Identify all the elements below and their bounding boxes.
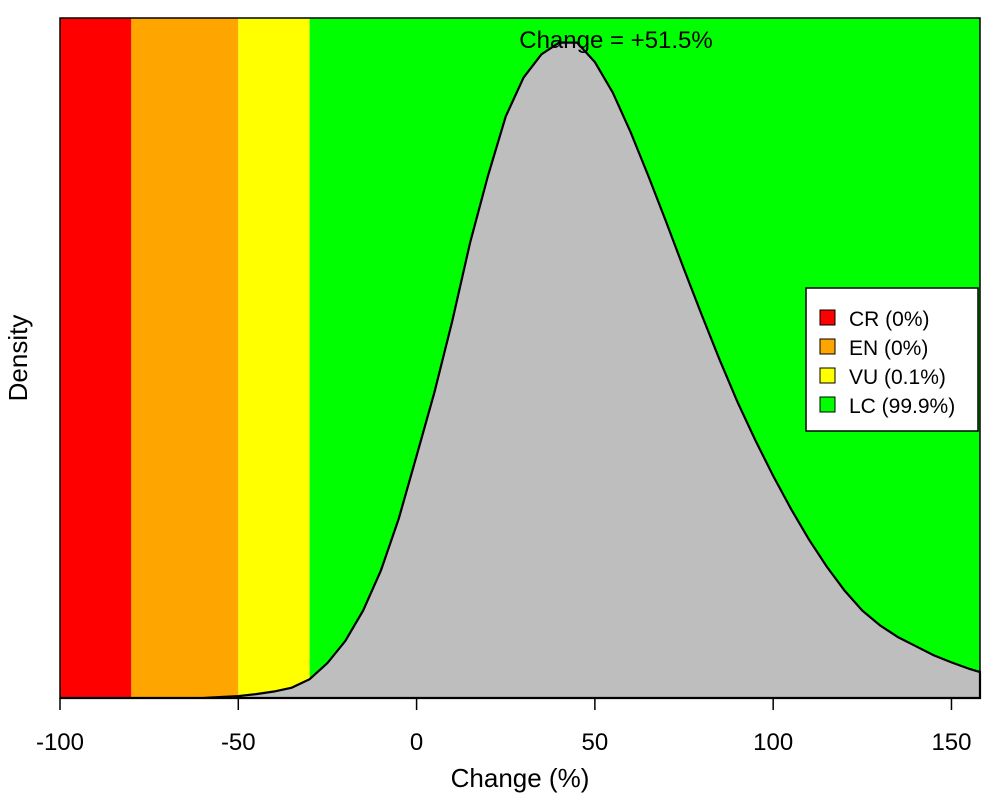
legend-swatch [819,338,836,355]
legend-entries: CR (0%) EN (0%) VU (0.1%) LC (99.9%) [819,308,955,418]
x-tick-label: -100 [36,729,84,756]
x-axis: -100 -50 0 50 100 150 [36,697,971,756]
band-vu [238,18,310,698]
density-area [60,41,982,700]
y-axis-title: Density [3,315,33,402]
legend-swatch [819,309,836,326]
x-tick-label: 150 [931,729,971,756]
legend-label: LC (99.9%) [849,395,955,418]
legend-swatch [819,396,836,413]
x-tick-label: 50 [582,729,609,756]
x-tick-label: 100 [753,729,793,756]
legend-label: CR (0%) [849,308,930,331]
band-en [131,18,239,698]
x-tick-label: -50 [221,729,256,756]
band-cr [60,18,132,698]
legend: CR (0%) EN (0%) VU (0.1%) LC (99.9%) [805,287,979,432]
x-tick-label: 0 [410,729,423,756]
legend-label: EN (0%) [849,337,928,360]
change-annotation: Change = +51.5% [519,27,713,54]
legend-label: VU (0.1%) [849,366,946,389]
x-axis-title: Change (%) [451,763,590,793]
legend-swatch [819,367,836,384]
